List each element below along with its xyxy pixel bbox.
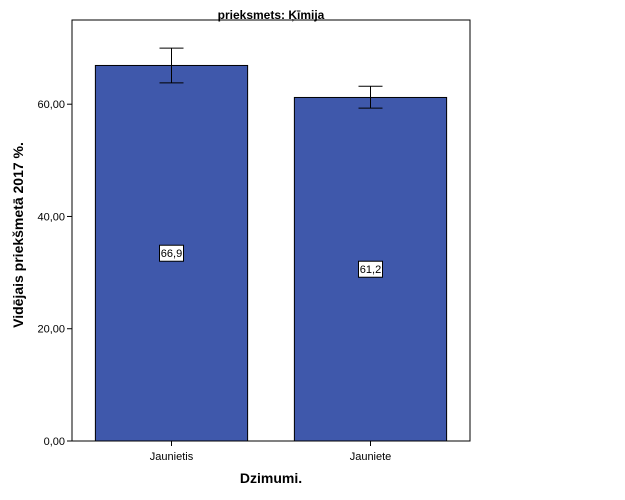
x-axis-label: Dzimumi. (239, 470, 303, 486)
x-tick-label: Jaunietis (150, 451, 194, 463)
y-tick-label: 0,00 (44, 436, 65, 448)
data-label-box (358, 260, 383, 278)
y-axis-label: Vidējais priekšmetā 2017 %. (10, 142, 26, 328)
chart-title: prieksmets: Ķīmija (217, 8, 325, 22)
x-tick-label: Jauniete (350, 451, 392, 463)
data-label: 66,9 (161, 248, 182, 260)
y-tick-label: 40,00 (37, 211, 65, 223)
data-label: 61,2 (360, 264, 381, 276)
y-tick-label: 60,00 (37, 99, 65, 111)
data-label-box (159, 244, 184, 262)
y-tick-label: 20,00 (37, 324, 65, 336)
